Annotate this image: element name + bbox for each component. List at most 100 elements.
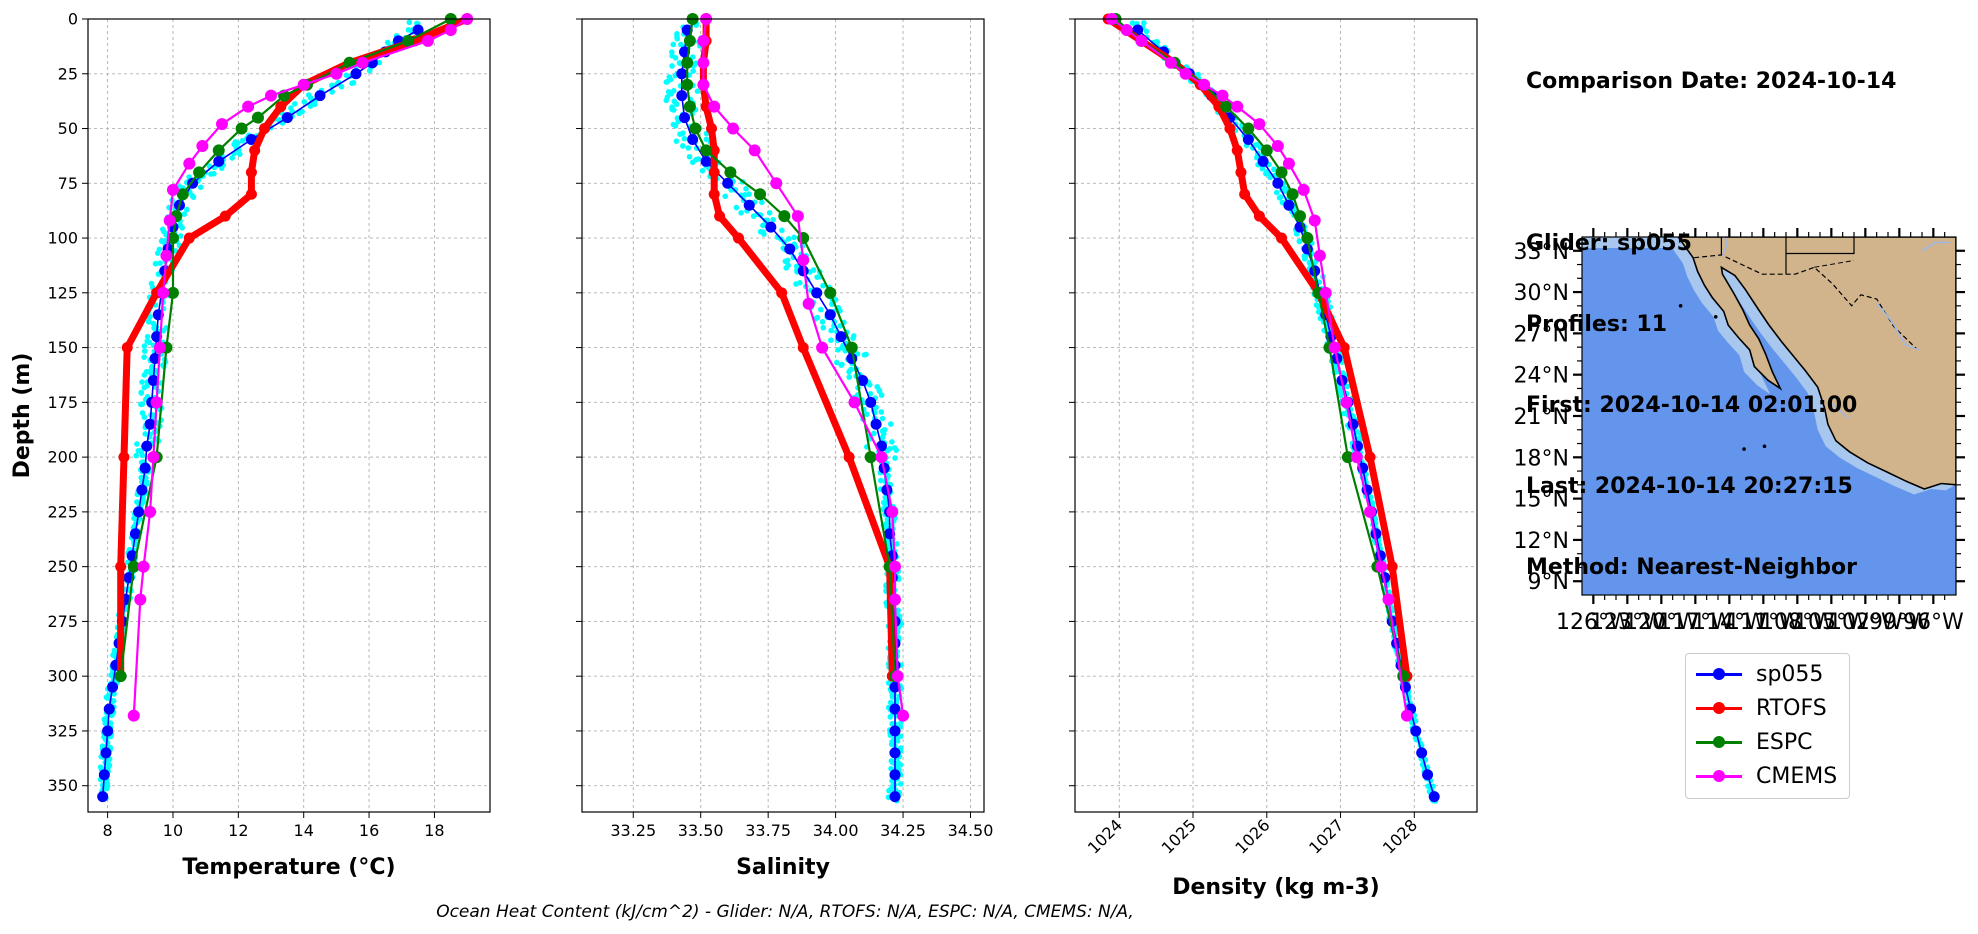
data-point-sp055: [870, 418, 882, 430]
glider-raw-point: [1276, 195, 1283, 201]
data-point-espc: [212, 144, 225, 157]
data-point-cmems: [1271, 140, 1284, 153]
data-point-rtofs: [1239, 188, 1251, 200]
data-point-cmems: [891, 670, 904, 683]
glider-raw-point: [102, 720, 109, 727]
glider-raw-point: [886, 787, 892, 794]
glider-raw-point: [685, 145, 692, 151]
x-tick-label: 18: [424, 821, 444, 840]
glider-raw-point: [288, 105, 294, 111]
glider-raw-point: [882, 502, 889, 508]
data-point-espc: [1293, 210, 1306, 223]
data-point-cmems: [802, 297, 815, 310]
glider-raw-point: [669, 63, 675, 69]
data-point-cmems: [157, 286, 170, 299]
data-point-cmems: [697, 78, 710, 91]
data-point-rtofs: [708, 188, 720, 200]
data-point-cmems: [1382, 593, 1395, 606]
glider-raw-point: [759, 199, 765, 206]
density-panel: 1024 1025 1026 1027 1028 Density (kg m-3): [1069, 13, 1478, 900]
data-point-cmems: [888, 593, 901, 606]
glider-raw-point: [144, 338, 150, 345]
glider-raw-point: [1344, 383, 1351, 390]
glider-raw-point: [1337, 385, 1343, 392]
data-point-cmems: [1375, 560, 1388, 573]
data-point-sp055: [846, 353, 858, 365]
glider-raw-point: [211, 170, 217, 177]
series-line-cmems: [1111, 18, 1408, 716]
data-point-espc: [251, 111, 264, 124]
data-point-rtofs: [714, 210, 726, 222]
data-point-rtofs: [275, 101, 287, 113]
glider-raw-point: [681, 135, 688, 142]
glider-raw-points: [1129, 20, 1439, 804]
glider-raw-point: [144, 481, 150, 487]
data-point-sp055: [889, 703, 901, 715]
data-point-sp055: [811, 287, 823, 299]
temperature-panel: 8 10 12 14 16 18 0 25 50 75 100 125 150 175 200 225 250 2…: [10, 10, 491, 880]
data-point-sp055: [136, 484, 148, 496]
glider-raw-point: [154, 250, 161, 256]
glider-raw-point: [177, 233, 184, 239]
glider-raw-point: [783, 265, 790, 271]
data-point-rtofs: [1276, 232, 1288, 244]
data-point-sp055: [687, 133, 699, 145]
glider-raw-point: [828, 337, 834, 343]
data-point-rtofs: [776, 287, 788, 299]
y-tick-label: 75: [58, 174, 78, 193]
x-tick-label: 16: [359, 821, 379, 840]
data-point-rtofs: [118, 451, 130, 463]
glider-raw-point: [141, 414, 148, 420]
glider-raw-point: [699, 167, 706, 174]
data-point-cmems: [1308, 214, 1321, 227]
lat-label: 33°N: [1514, 240, 1569, 265]
data-point-sp055: [700, 155, 712, 167]
land-mexico: [1677, 237, 1956, 490]
x-axis-label: Salinity: [736, 855, 830, 880]
data-point-cmems: [697, 34, 710, 47]
legend-swatch-espc: [1694, 725, 1744, 759]
glider-raw-point: [689, 54, 696, 60]
lon-label: 105°W: [1794, 610, 1869, 635]
y-tick-label: 150: [47, 338, 78, 357]
glider-raw-point: [680, 143, 686, 149]
glider-raw-point: [177, 222, 184, 229]
data-point-espc: [1341, 451, 1354, 464]
data-point-cmems: [1400, 709, 1413, 722]
data-point-rtofs: [1235, 166, 1247, 178]
data-point-sp055: [676, 68, 688, 80]
glider-raw-point: [1259, 165, 1266, 172]
data-point-cmems: [888, 560, 901, 573]
glider-raw-point: [181, 211, 188, 217]
data-point-cmems: [242, 100, 255, 113]
glider-raw-point: [1143, 28, 1150, 35]
data-point-espc: [689, 122, 702, 135]
data-point-rtofs: [1231, 144, 1243, 156]
legend-entry-espc: ESPC: [1694, 725, 1813, 759]
lat-label: 9°N: [1528, 570, 1569, 595]
data-point-espc: [343, 56, 356, 69]
glider-raw-point: [828, 327, 834, 334]
series-cmems: [697, 13, 910, 722]
glider-raw-point: [1315, 303, 1322, 310]
data-point-rtofs: [1253, 210, 1265, 222]
data-point-cmems: [727, 122, 740, 135]
glider-raw-point: [141, 348, 148, 354]
data-point-espc: [176, 188, 189, 201]
data-point-espc: [700, 144, 713, 157]
data-point-rtofs: [843, 451, 855, 463]
y-tick-label: 100: [47, 229, 78, 248]
y-axis-label: Depth (m): [10, 353, 35, 479]
lon-label: 117°W: [1658, 610, 1733, 635]
data-point-sp055: [139, 462, 151, 474]
glider-raw-point: [1273, 189, 1280, 196]
glider-raw-point: [311, 101, 318, 108]
data-point-rtofs: [1224, 123, 1236, 135]
data-point-rtofs: [258, 123, 270, 135]
data-point-rtofs: [708, 166, 720, 178]
glider-raw-point: [879, 434, 886, 441]
data-point-espc: [1301, 232, 1314, 245]
data-point-sp055: [676, 90, 688, 102]
series-line-espc: [686, 18, 897, 677]
glider-raw-point: [690, 68, 696, 74]
